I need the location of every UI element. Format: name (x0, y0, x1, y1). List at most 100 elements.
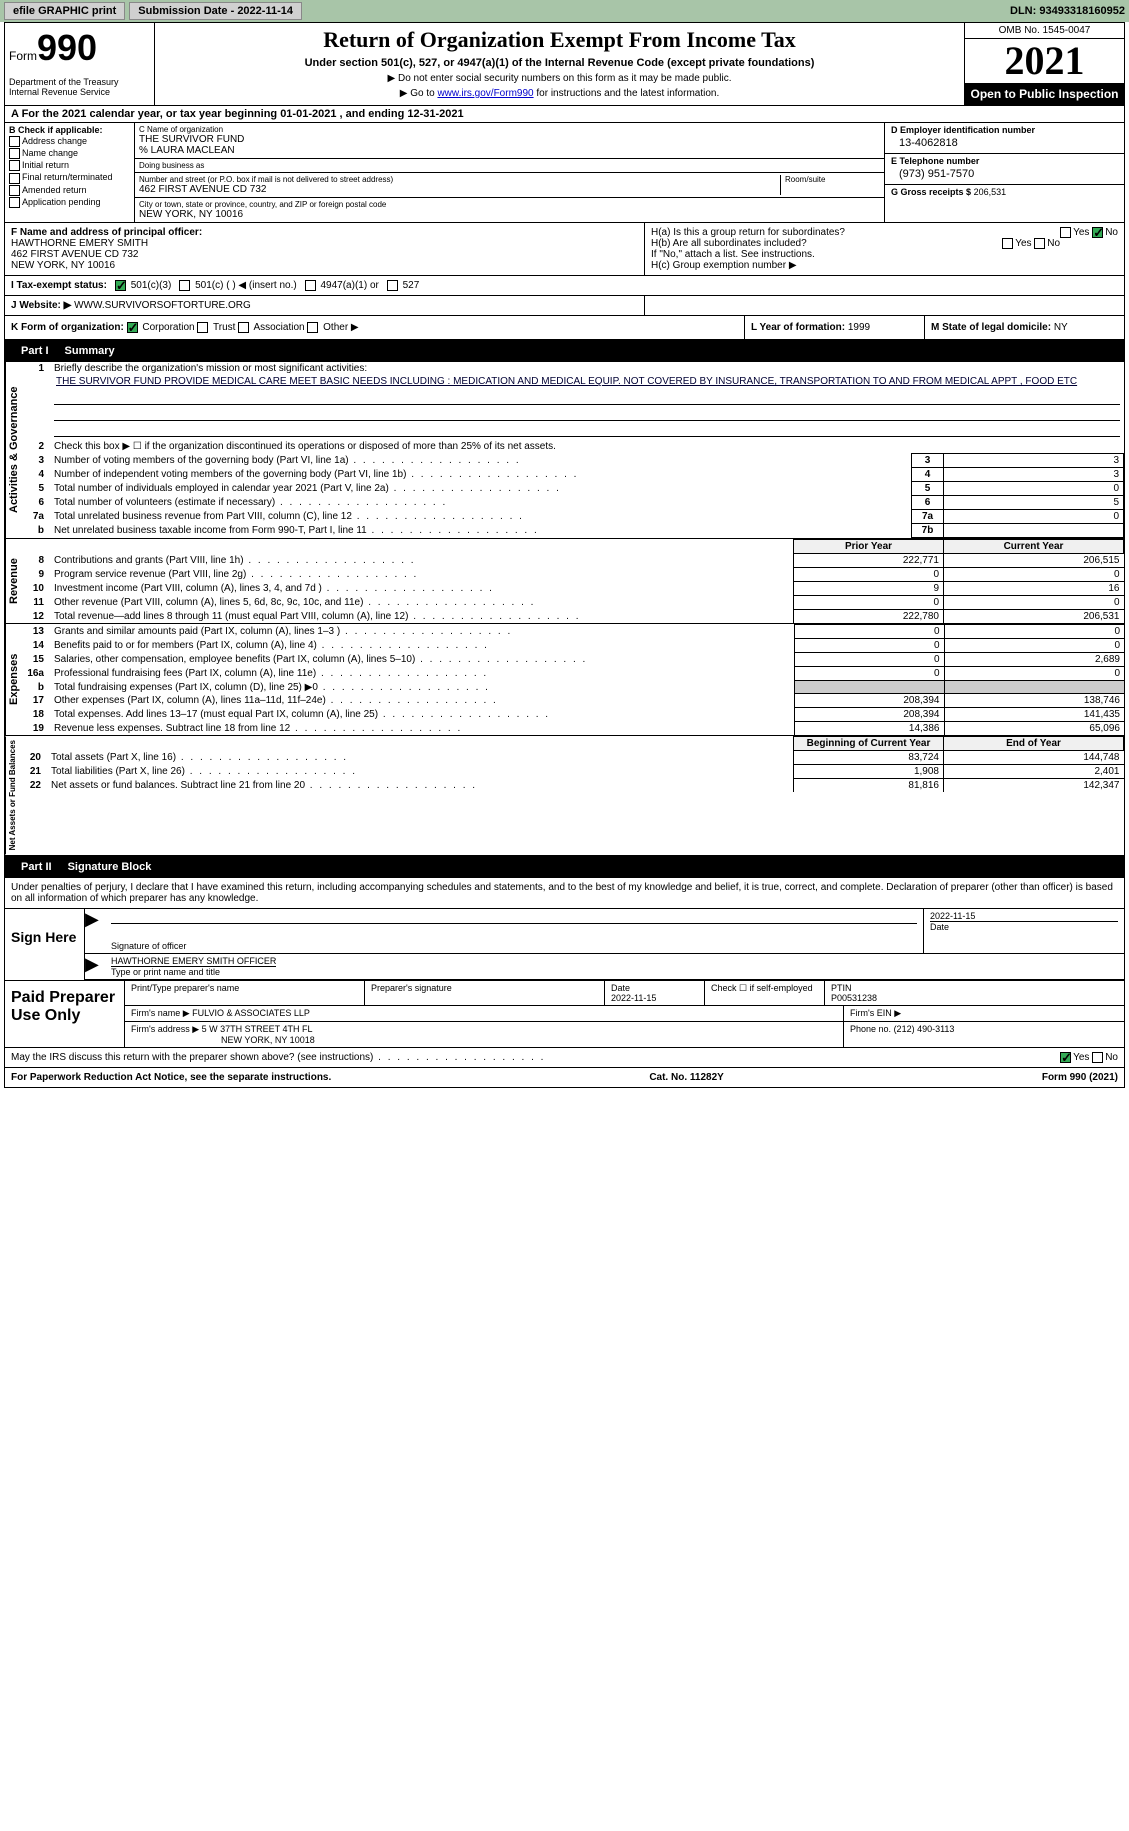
header-right: OMB No. 1545-0047 2021 Open to Public In… (964, 23, 1124, 105)
col-f: F Name and address of principal officer:… (5, 223, 645, 275)
part-ii-header: Part II Signature Block (5, 856, 1124, 878)
dln-label: DLN: 93493318160952 (1010, 5, 1125, 17)
cb-corp[interactable]: Corporation (127, 322, 195, 333)
cb-final-return[interactable]: Final return/terminated (9, 172, 130, 183)
part-ii-num: Part II (13, 859, 60, 875)
officer-label: F Name and address of principal officer: (11, 227, 638, 238)
gross-label: G Gross receipts $ (891, 187, 971, 197)
prep-date-label: Date (611, 983, 630, 993)
gross-value: 206,531 (974, 187, 1007, 197)
eoy-header: End of Year (944, 737, 1124, 751)
org-name-label: C Name of organization (139, 125, 880, 134)
tax-exempt-label: I Tax-exempt status: (11, 280, 107, 291)
org-name: THE SURVIVOR FUND (139, 134, 880, 145)
cb-4947[interactable]: 4947(a)(1) or (305, 280, 379, 291)
cb-name-change[interactable]: Name change (9, 148, 130, 159)
hb-note: If "No," attach a list. See instructions… (651, 249, 1118, 260)
sig-date: 2022-11-15 (930, 911, 1118, 921)
top-bar: efile GRAPHIC print Submission Date - 20… (0, 0, 1129, 22)
cb-501c3[interactable]: 501(c)(3) (115, 280, 171, 291)
firm-addr2: NEW YORK, NY 10018 (221, 1035, 315, 1045)
paid-preparer-label: Paid Preparer Use Only (5, 981, 125, 1047)
sig-date-label: Date (930, 921, 1118, 932)
prep-sig-label: Preparer's signature (365, 981, 605, 1005)
submission-date-button[interactable]: Submission Date - 2022-11-14 (129, 2, 302, 20)
hc-label: H(c) Group exemption number ▶ (651, 260, 1118, 271)
street-addr: 462 FIRST AVENUE CD 732 (139, 184, 780, 195)
firm-addr-label: Firm's address ▶ (131, 1024, 199, 1034)
note-goto: ▶ Go to www.irs.gov/Form990 for instruct… (163, 88, 956, 99)
efile-print-button[interactable]: efile GRAPHIC print (4, 2, 125, 20)
form-frame: Form990 Department of the Treasury Inter… (4, 22, 1125, 1088)
goto-post: for instructions and the latest informat… (534, 88, 720, 99)
omb-number: OMB No. 1545-0047 (965, 23, 1124, 39)
arrow-icon: ▶ (85, 909, 105, 953)
firm-phone: (212) 490-3113 (894, 1024, 955, 1034)
open-inspection: Open to Public Inspection (965, 83, 1124, 105)
cb-trust[interactable]: Trust (197, 322, 235, 333)
cb-initial-return[interactable]: Initial return (9, 160, 130, 171)
vlabel-rev: Revenue (5, 539, 22, 623)
pra-notice: For Paperwork Reduction Act Notice, see … (11, 1072, 331, 1083)
part-i-num: Part I (13, 343, 57, 359)
state-domicile-label: M State of legal domicile: (931, 322, 1051, 333)
year-formation-value: 1999 (848, 322, 870, 333)
cb-amended-return[interactable]: Amended return (9, 185, 130, 196)
care-of: % LAURA MACLEAN (139, 145, 880, 156)
prep-name-label: Print/Type preparer's name (125, 981, 365, 1005)
row-i: I Tax-exempt status: 501(c)(3) 501(c) ( … (5, 276, 1124, 296)
dept-label: Department of the Treasury Internal Reve… (9, 77, 150, 97)
col-h: H(a) Is this a group return for subordin… (645, 223, 1124, 275)
firm-phone-label: Phone no. (850, 1024, 891, 1034)
firm-addr1: 5 W 37TH STREET 4TH FL (202, 1024, 313, 1034)
hb-label: H(b) Are all subordinates included? (651, 238, 807, 249)
col-d: D Employer identification number 13-4062… (884, 123, 1124, 222)
vlabel-gov: Activities & Governance (5, 362, 22, 538)
cb-other[interactable]: Other ▶ (307, 322, 358, 333)
part-i-title: Summary (65, 345, 115, 357)
website-value: WWW.SURVIVORSOFTORTURE.ORG (74, 300, 251, 311)
prep-date: 2022-11-15 (611, 993, 656, 1003)
dba-label: Doing business as (139, 161, 204, 170)
street-label: Number and street (or P.O. box if mail i… (139, 175, 780, 184)
city-label: City or town, state or province, country… (139, 200, 880, 209)
q2: Check this box ▶ ☐ if the organization d… (50, 440, 1124, 453)
officer-addr1: 462 FIRST AVENUE CD 732 (11, 249, 638, 260)
discuss-question: May the IRS discuss this return with the… (11, 1052, 545, 1063)
officer-printed-label: Type or print name and title (111, 966, 276, 977)
cb-527[interactable]: 527 (387, 280, 419, 291)
ha-label: H(a) Is this a group return for subordin… (651, 227, 845, 238)
form-footer: Form 990 (2021) (1042, 1072, 1118, 1083)
ein-label: D Employer identification number (891, 125, 1118, 135)
mission-text: THE SURVIVOR FUND PROVIDE MEDICAL CARE M… (54, 374, 1120, 389)
tax-year: 2021 (965, 39, 1124, 83)
form-title: Return of Organization Exempt From Incom… (163, 27, 956, 53)
cb-app-pending[interactable]: Application pending (9, 197, 130, 208)
cb-assoc[interactable]: Association (238, 322, 304, 333)
q1: Briefly describe the organization's miss… (54, 363, 1120, 374)
tel-label: E Telephone number (891, 156, 1118, 166)
firm-name: FULVIO & ASSOCIATES LLP (192, 1008, 310, 1018)
officer-name: HAWTHORNE EMERY SMITH (11, 238, 638, 249)
ein-value: 13-4062818 (891, 135, 1118, 151)
website-label: J Website: ▶ (11, 300, 71, 311)
arrow-icon: ▶ (85, 954, 105, 979)
col-b-header: B Check if applicable: (9, 125, 130, 135)
boy-header: Beginning of Current Year (794, 737, 944, 751)
form-org-label: K Form of organization: (11, 322, 124, 333)
note-ssn: ▶ Do not enter social security numbers o… (163, 73, 956, 84)
firm-label: Firm's name ▶ (131, 1008, 190, 1018)
ptin-value: P00531238 (831, 993, 877, 1003)
ptin-label: PTIN (831, 983, 852, 993)
irs-link[interactable]: www.irs.gov/Form990 (437, 88, 533, 99)
officer-addr2: NEW YORK, NY 10016 (11, 260, 638, 271)
sign-here-label: Sign Here (5, 909, 85, 980)
room-label: Room/suite (785, 175, 880, 184)
cb-address-change[interactable]: Address change (9, 136, 130, 147)
firm-ein-label: Firm's EIN ▶ (844, 1006, 1124, 1021)
cat-no: Cat. No. 11282Y (649, 1072, 723, 1083)
form-subtitle: Under section 501(c), 527, or 4947(a)(1)… (163, 57, 956, 69)
cy-header: Current Year (944, 540, 1124, 554)
cb-501c[interactable]: 501(c) ( ) ◀ (insert no.) (179, 280, 296, 291)
col-c: C Name of organization THE SURVIVOR FUND… (135, 123, 884, 222)
